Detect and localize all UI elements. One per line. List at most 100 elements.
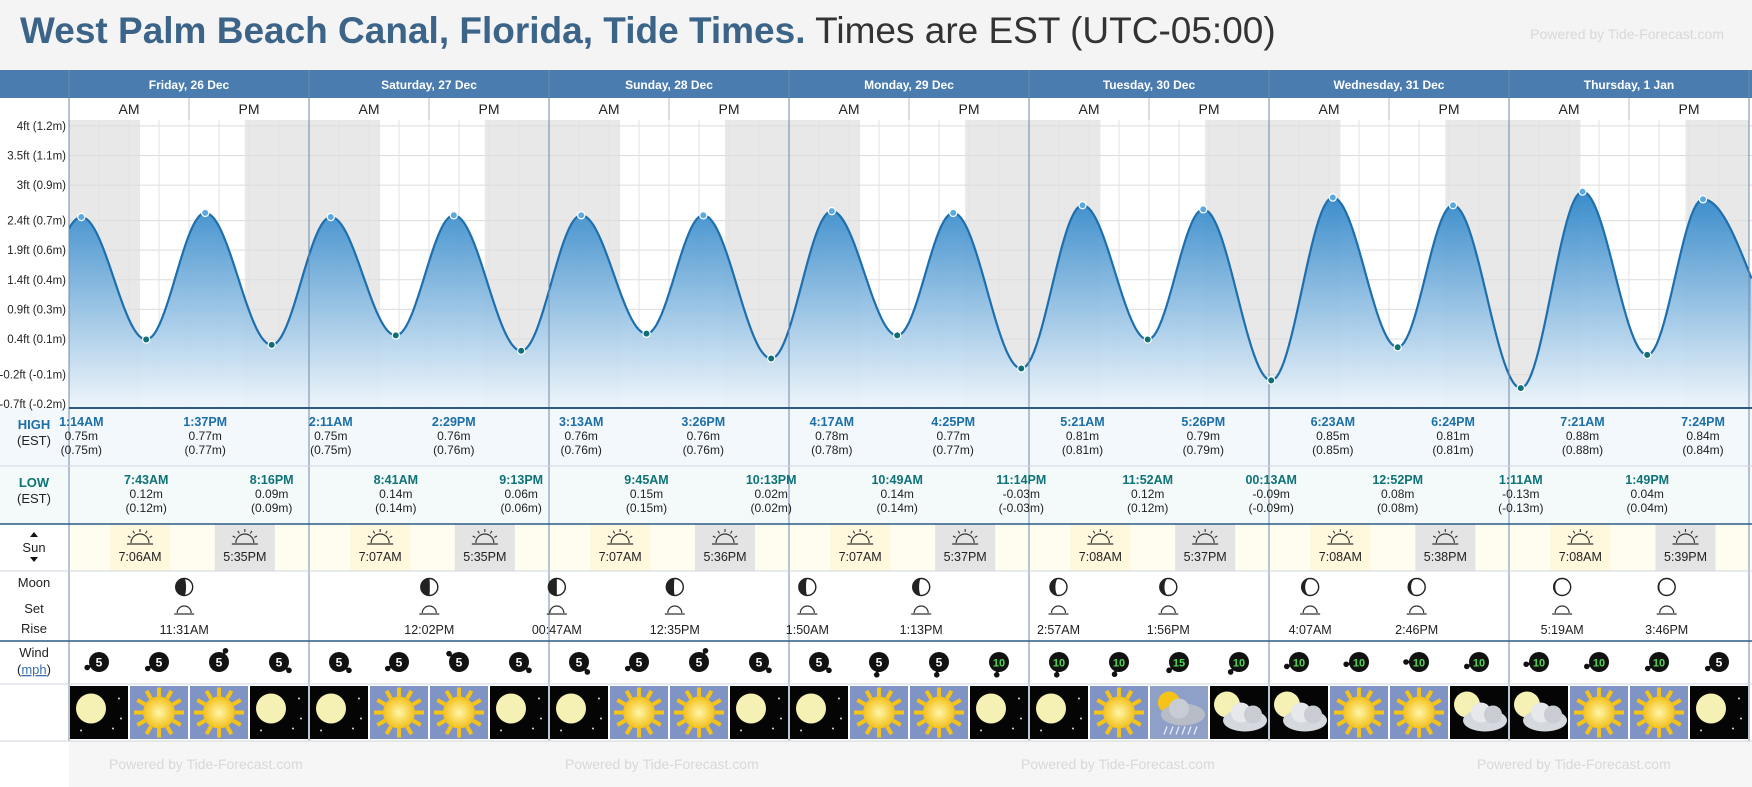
tide-line (69, 190, 1752, 390)
sun-disc (923, 696, 955, 729)
y-tick-label: 3.5ft (1.1m) (7, 151, 66, 163)
wind-speed: 10 (1653, 658, 1665, 670)
sun-ray (1371, 718, 1382, 727)
sun-ray (952, 535, 956, 538)
sun-ray (136, 718, 147, 727)
sun-ray (1584, 689, 1593, 700)
moon-arc (421, 605, 437, 614)
am-label: AM (359, 101, 380, 117)
sun-disc (683, 696, 715, 729)
high-tide-time: 1:14AM (59, 415, 103, 429)
tide-height-m2: (0.04m) (1627, 501, 1668, 515)
sun-disc (1643, 696, 1675, 729)
weather-icon-sun (850, 686, 908, 739)
star (112, 727, 114, 730)
sun-ray (847, 535, 851, 538)
weather-icon-moon (970, 686, 1028, 739)
high-tide-time: 2:29PM (432, 415, 476, 429)
moon-shadow (1658, 578, 1667, 596)
high-tide-time: 1:37PM (183, 415, 227, 429)
sun-ray (1344, 689, 1353, 700)
tide-height-m2: (0.75m) (310, 443, 351, 457)
moon-arc (1659, 605, 1675, 614)
moonset-icon (1048, 605, 1069, 615)
wind-arrow-head (1463, 663, 1470, 670)
sun-ray (136, 698, 147, 707)
tide-height-m2: (0.84m) (1682, 443, 1723, 457)
star (1738, 697, 1740, 700)
sun-ray (1096, 698, 1107, 707)
sun-ray (225, 725, 234, 736)
wind-circle (809, 652, 829, 672)
sunrise-icon (847, 529, 874, 545)
wind-circle (449, 652, 469, 672)
wind-unit-link[interactable]: mph (21, 662, 46, 677)
sun-ray (1636, 698, 1647, 707)
low-tide-time: 9:13PM (499, 473, 543, 487)
sun-ray (1431, 718, 1442, 727)
tide-height-m: -0.13m (1502, 487, 1539, 501)
tide-height-m2: (0.81m) (1062, 443, 1103, 457)
tide-series (69, 190, 1752, 407)
wind-arrow-head (526, 667, 532, 674)
wind-speed: 5 (576, 656, 583, 670)
wind-indicator: 5 (1704, 652, 1729, 672)
tide-height-m2: (0.02m) (751, 501, 792, 515)
sun-ray (891, 698, 902, 707)
moon-disc (1696, 693, 1726, 724)
wind-speed: 5 (1716, 656, 1723, 670)
sun-ray (1567, 535, 1572, 538)
wind-circle (1049, 652, 1069, 672)
paren-close: ) (47, 662, 51, 677)
wind-circle (509, 652, 529, 672)
wind-circle (989, 652, 1009, 672)
moonrise-icon (174, 605, 195, 615)
wind-arrow-head (1403, 659, 1409, 665)
moon-shadow (175, 578, 187, 596)
wind-indicator: 5 (689, 647, 709, 672)
wind-circle (1709, 652, 1729, 672)
wind-circle (209, 652, 229, 672)
sun-ray (376, 698, 387, 707)
sun-ray (957, 530, 961, 534)
high-tide-time: 5:26PM (1181, 415, 1225, 429)
star (1072, 727, 1074, 730)
sun-ray (196, 698, 207, 707)
y-tick-label: 0.9ft (0.3m) (7, 304, 66, 316)
rain-drop (1187, 726, 1192, 735)
wind-circle (1529, 652, 1549, 672)
wind-arrow-head (346, 667, 352, 674)
wind-circle (329, 652, 349, 672)
moon-arc (1409, 605, 1425, 614)
sun-ray (204, 725, 213, 736)
sun-ray (885, 725, 894, 736)
sun-ray (1454, 535, 1458, 538)
sun-ray (951, 698, 962, 707)
sun-ray (444, 725, 453, 736)
wind-indicator: 5 (209, 647, 229, 672)
high-row-tz: (EST) (17, 433, 51, 448)
low-tide-time: 7:43AM (124, 473, 168, 487)
high-tide-marker (1328, 193, 1338, 202)
tide-chart: -0.7ft (-0.2m) -0.2ft (-0.1m) 0.4ft (0.1m)… (0, 70, 1752, 787)
wind-indicator: 10 (1583, 652, 1609, 672)
sunrise-icon (367, 529, 394, 545)
wind-indicator: 10 (1343, 652, 1369, 672)
wind-indicator: 5 (809, 652, 832, 674)
day-header-label: Monday, 29 Dec (864, 78, 954, 92)
moon-disc (496, 693, 526, 724)
wind-arrow-head (446, 650, 452, 657)
star (1020, 717, 1022, 720)
wind-indicator: 5 (509, 652, 532, 674)
sun-arc (1195, 533, 1215, 544)
tide-height-m2: (0.77m) (933, 443, 974, 457)
wind-speed: 5 (96, 656, 103, 670)
rain-drop (1169, 726, 1174, 735)
moonrise-time: 12:35PM (650, 623, 700, 637)
sunrise-time: 7:08AM (1079, 550, 1122, 564)
low-tide-marker (1393, 343, 1402, 352)
sun-ray (225, 689, 234, 700)
sun-arc (1435, 533, 1455, 544)
sunset-icon (471, 529, 498, 545)
star (532, 727, 534, 730)
